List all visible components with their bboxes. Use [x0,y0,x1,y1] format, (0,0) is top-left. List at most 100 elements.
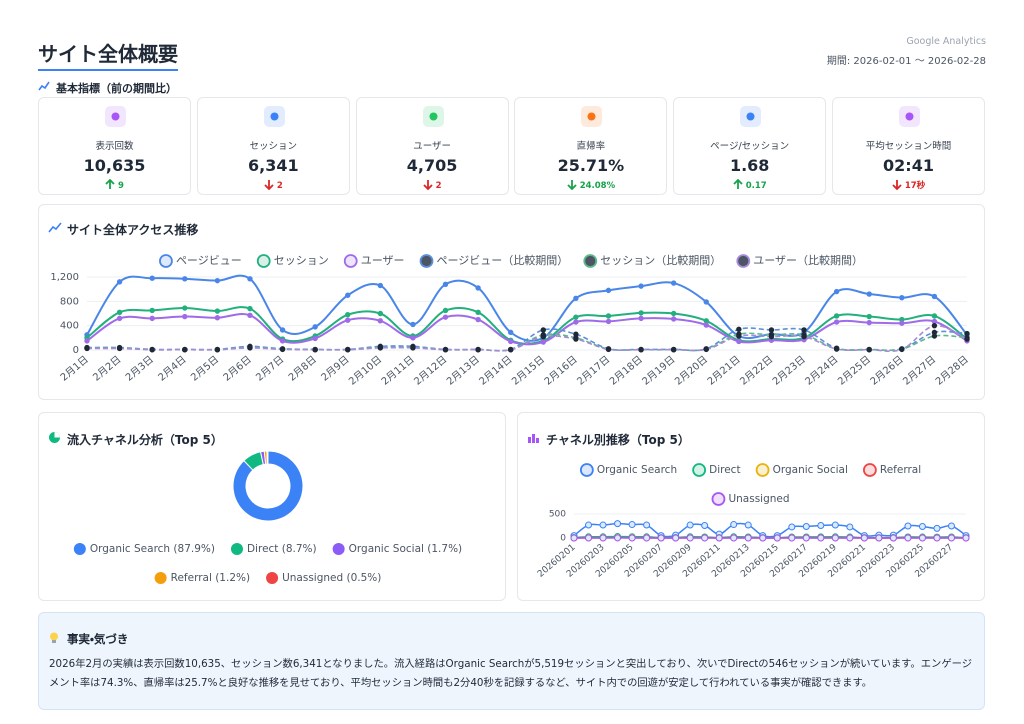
kpi-change-value: 2 [276,181,283,191]
kpi-card: ページ/セッション 1.68 0.17 [673,97,827,195]
data-point [312,335,318,342]
legend-label: Referral (1.2%) [171,572,250,584]
chart-icon [49,432,60,443]
trend-arrow [567,180,577,191]
x-tick-label: 2月26日 [868,353,906,387]
data-point [182,305,188,311]
data-point [410,335,416,341]
legend-item: Organic Social [755,463,848,477]
x-tick-label: 2月8日 [286,353,319,383]
x-tick-label: 2月6日 [221,353,254,383]
x-tick-label: 2月18日 [607,353,645,387]
data-point [899,294,905,301]
chart-icon [528,434,539,443]
data-point [715,534,723,542]
data-point [904,522,912,530]
x-tick-label: 2月15日 [509,353,547,387]
data-point [585,534,593,542]
pie-slice [232,450,304,522]
data-point [670,280,677,286]
kpi-change-value: 17秒 [904,181,926,191]
data-point [833,313,840,319]
legend-label: Organic Social [773,464,848,476]
kpi-change: 9 [39,178,190,191]
data-point [614,520,622,528]
x-tick-label: 2月11日 [379,353,417,387]
chart-card: チャネル別推移（Top 5） 0 500 20260201 20260203 20260… [517,412,985,601]
kpi-change: 24.08% [515,179,666,191]
data-point [279,338,286,344]
data-point [585,521,593,529]
legend-label: Referral [880,464,921,476]
x-tick-label: 2月20日 [672,353,710,387]
data-point [802,534,810,542]
data-point [442,314,449,320]
legend-item: Direct [692,463,741,477]
data-point [442,307,449,314]
data-point [801,327,807,333]
data-point [759,534,767,542]
data-point [964,336,970,342]
data-point [247,276,253,282]
data-point [670,310,677,317]
data-point [703,318,709,324]
x-tick-label: 2月12日 [412,353,450,387]
data-point [149,315,155,322]
y-tick-label: 1,200 [50,272,79,283]
data-point [947,522,955,530]
y-tick-label: 0 [73,345,79,356]
x-tick-label: 2月22日 [738,353,776,387]
legend-marker [419,254,434,268]
data-point [410,321,416,328]
data-point [475,346,481,353]
x-tick-label: 2月24日 [803,353,841,387]
data-point [931,318,938,325]
data-point [345,312,351,318]
icon-shape [587,112,596,121]
trend-arrow [422,180,433,191]
x-tick-label: 2月4日 [156,353,189,383]
legend-marker [711,492,726,506]
data-point [475,285,481,291]
kpi-change-value: 9 [118,181,124,191]
legend-marker [862,463,877,477]
y-tick-label: 500 [549,510,566,520]
data-point [833,319,840,325]
x-tick-label: 2月2日 [91,353,124,383]
icon-glyph [746,112,755,121]
kpi-change-value: 24.08% [579,181,616,191]
data-point [875,534,883,542]
section-title: 基本指標（前の期間比） [56,82,177,95]
icon-shape [429,112,438,121]
data-point [638,315,644,322]
data-point [599,534,607,542]
kpi-label: セッション [249,141,298,152]
data-point [773,534,781,542]
legend-marker [343,254,358,268]
data-point [149,275,155,281]
data-point [931,333,938,339]
arrow-shape [567,180,577,191]
legend-label: ページビュー [176,254,242,267]
data-point [116,279,123,285]
kpi-change: 2 [198,179,349,191]
data-point [149,307,155,314]
data-point [931,293,938,300]
legend-marker [755,463,770,477]
bulb-icon [50,632,58,643]
legend-item: ユーザー [343,254,405,268]
kpi-change: 17秒 [833,179,984,191]
series-line [86,327,968,352]
data-point [730,521,738,529]
data-point [889,534,897,542]
x-tick-label: 2月7日 [254,353,287,383]
kpi-label: ページ/セッション [710,141,790,152]
icon-glyph [111,112,120,121]
chart-card: 流入チャネル分析（Top 5） Organic Search (87.9%) Di… [38,412,506,601]
icon-glyph [429,112,438,121]
y-tick-label: 0 [560,534,566,544]
legend-item: ユーザー（比較期間） [736,254,863,268]
legend-marker [579,463,594,477]
chart-icon [48,222,62,233]
data-point [899,320,905,326]
